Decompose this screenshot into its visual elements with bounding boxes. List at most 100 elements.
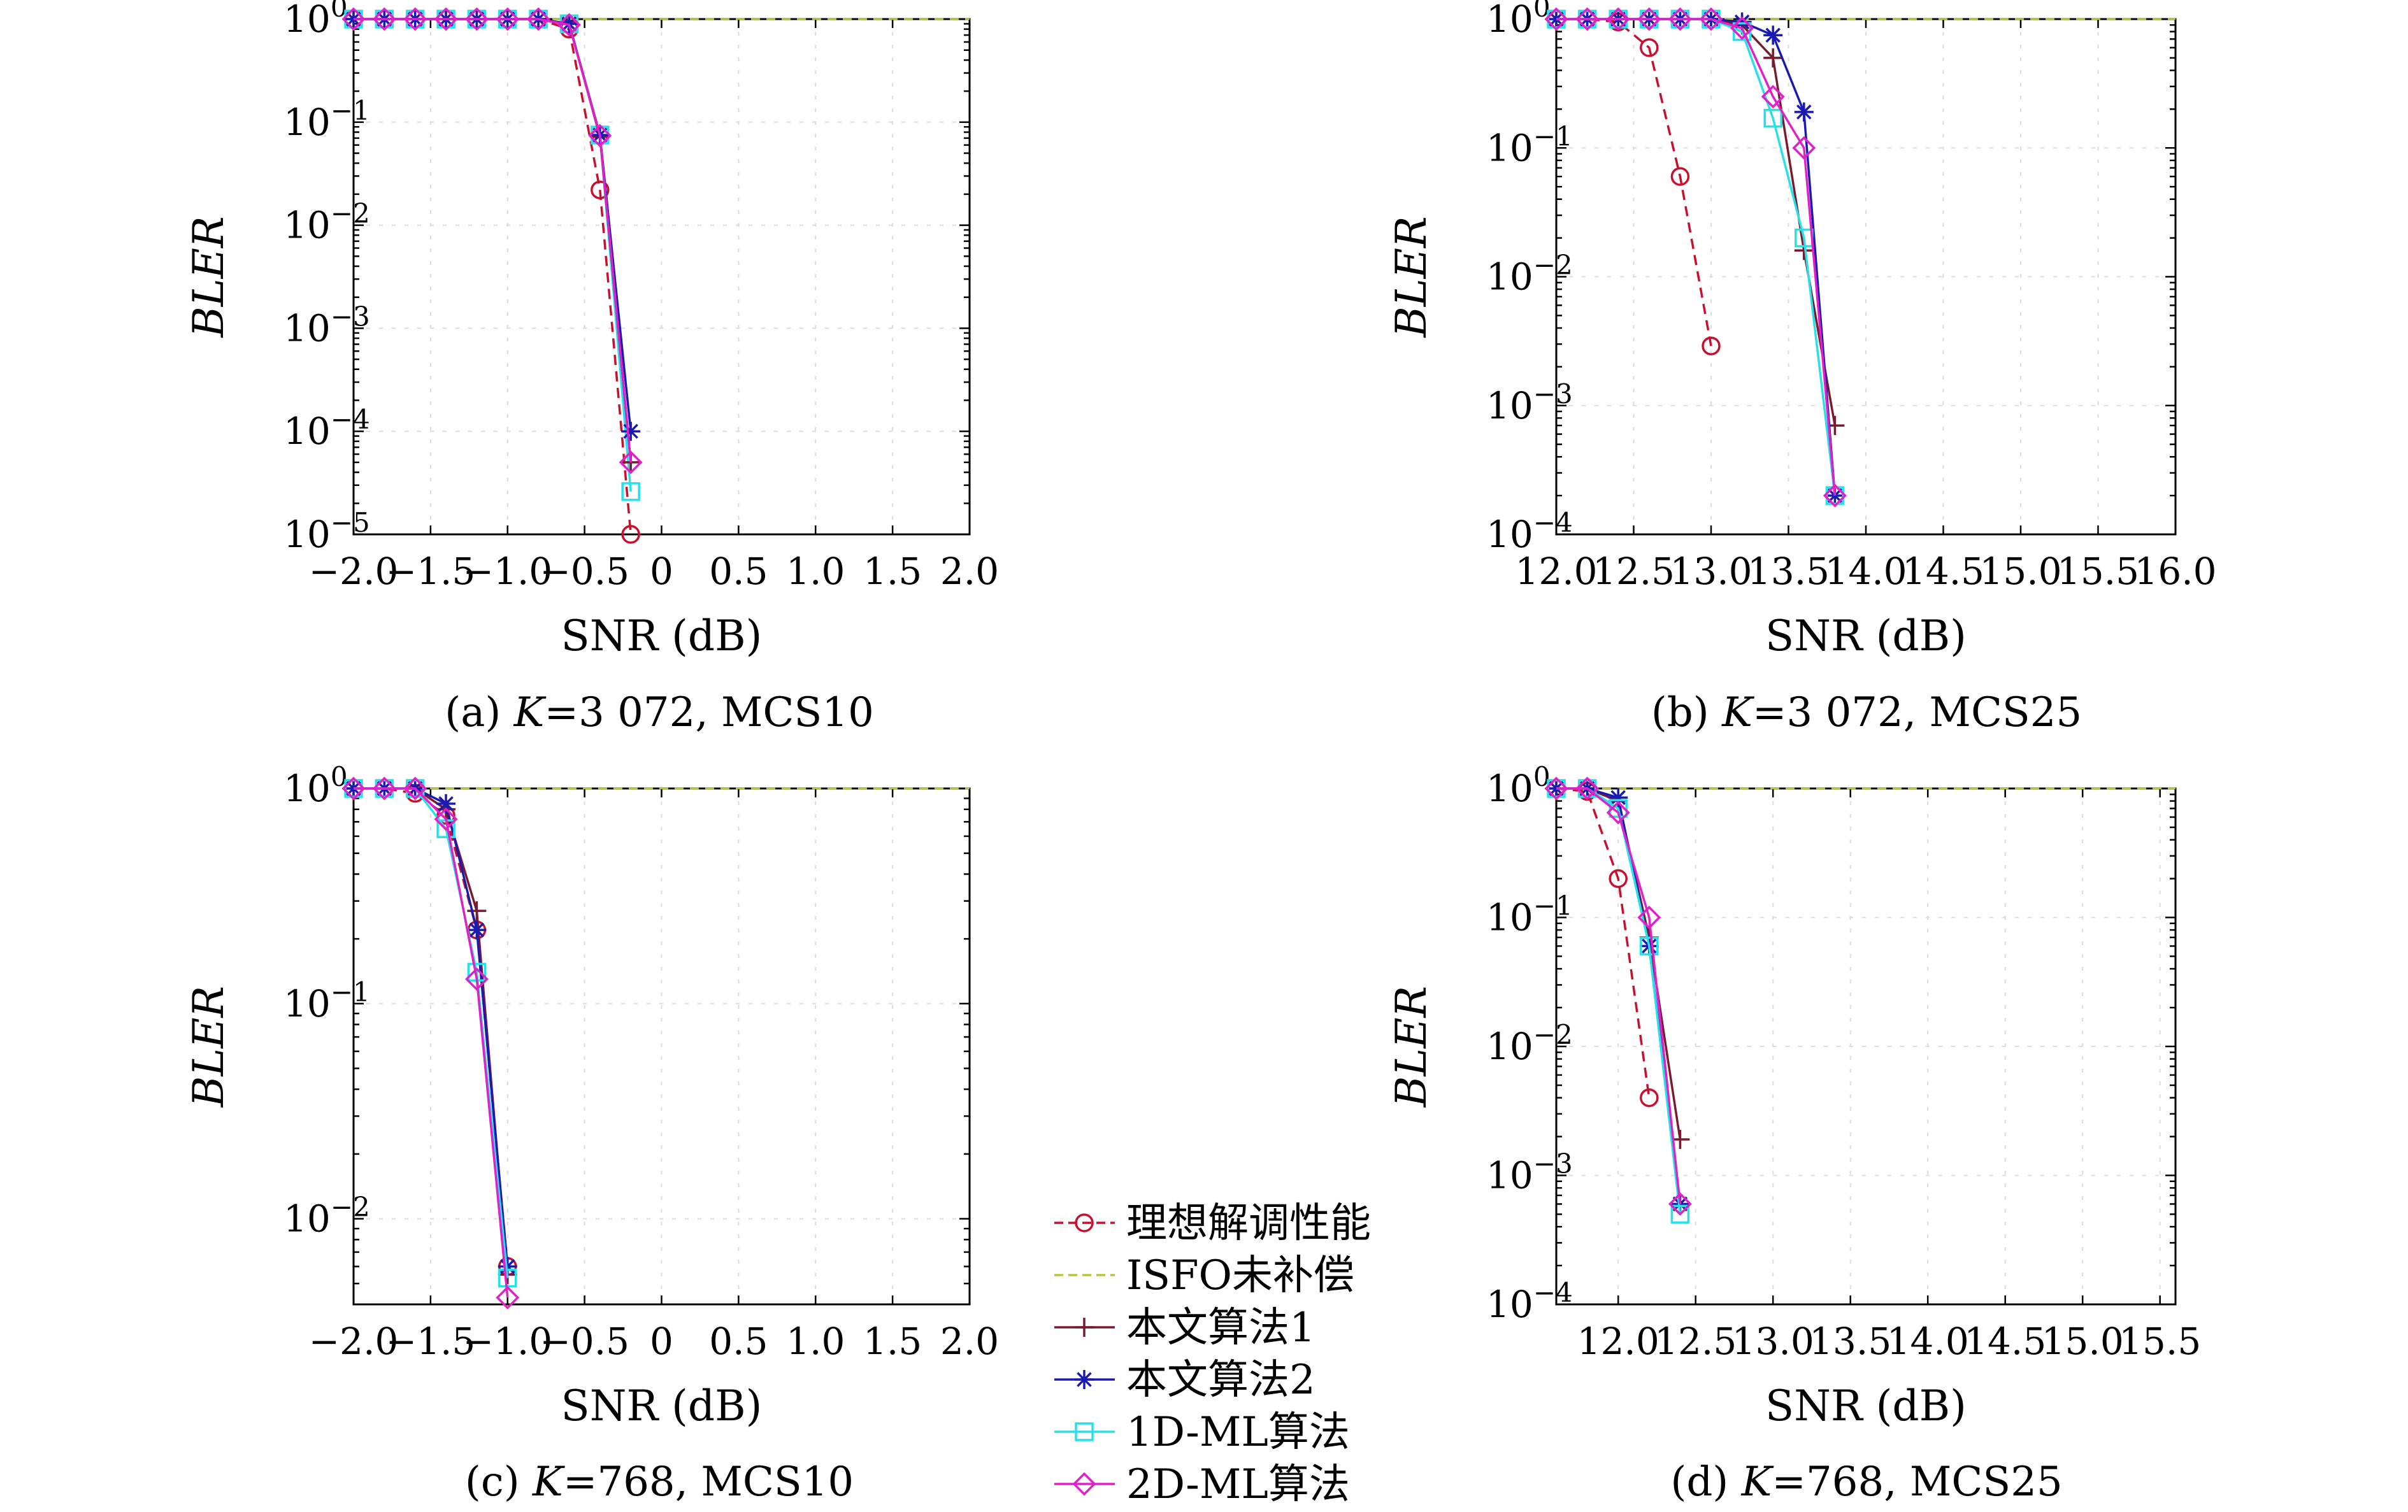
series-line-alg2	[1556, 787, 1682, 1204]
data-point-ml2d	[1575, 7, 1600, 31]
data-point-ideal	[1670, 167, 1690, 186]
x-tick-label: 15.0	[1979, 550, 2061, 593]
x-tick-label: 12.5	[1654, 1320, 1737, 1363]
x-tick-label: −1.0	[462, 1320, 552, 1363]
x-tick-label: −1.5	[385, 550, 475, 593]
legend-label: ISFO未补偿	[1126, 1252, 1354, 1299]
y-tick-label: 100	[283, 761, 348, 810]
y-tick-label: 10−1	[283, 976, 370, 1025]
y-tick-label: 10−2	[1486, 250, 1573, 299]
data-point-alg2	[1763, 25, 1783, 45]
y-tick-label: 10−1	[283, 95, 370, 144]
series-ideal	[344, 10, 640, 544]
data-point-ml2d	[1699, 7, 1723, 31]
y-tick-label: 10−3	[1486, 1148, 1573, 1197]
data-point-ml2d	[619, 450, 643, 474]
x-tick-label: 1.5	[863, 1320, 922, 1363]
data-point-alg2	[1609, 788, 1628, 808]
data-point-ml2d	[557, 13, 581, 37]
x-tick-label: 12.5	[1593, 550, 1675, 593]
data-point-alg2	[1794, 102, 1814, 122]
y-tick-label: 10−2	[283, 198, 370, 247]
x-tick-label: −0.5	[540, 1320, 629, 1363]
series-ml2d	[1544, 776, 1692, 1216]
x-axis-label: SNR (dB)	[1765, 611, 1967, 660]
legend-item-isfo: ISFO未补偿	[1054, 1252, 1354, 1299]
data-point-ml2d	[464, 967, 489, 991]
data-point-ml2d	[403, 776, 427, 801]
series-line-ml1d	[354, 18, 632, 492]
series-line-alg2	[354, 787, 509, 1267]
x-tick-label: 1.0	[786, 1320, 845, 1363]
x-tick-label: 2.0	[940, 550, 999, 593]
x-tick-label: 13.0	[1670, 550, 1752, 593]
x-tick-label: −0.5	[540, 550, 629, 593]
legend-label: 本文算法2	[1126, 1357, 1315, 1404]
data-point-ml2d	[341, 7, 366, 31]
x-tick-label: 0	[650, 550, 673, 593]
y-tick-label: 10−4	[1486, 507, 1573, 556]
x-tick-label: 15.0	[2042, 1320, 2124, 1363]
legend-marker	[1075, 1370, 1094, 1389]
x-tick-label: 1.0	[786, 550, 845, 593]
series-line-alg1	[354, 18, 632, 463]
y-axis-label: BLER	[184, 986, 233, 1108]
x-tick-label: 13.5	[1809, 1320, 1891, 1363]
legend-item-ml2d: 2D-ML算法	[1054, 1461, 1350, 1508]
data-point-ml2d	[1544, 776, 1568, 801]
caption-b: (b) K=3 072, MCS25	[1651, 689, 2082, 736]
legend-marker	[1075, 1422, 1094, 1441]
data-point-ml2d	[526, 7, 550, 31]
data-point-ideal	[1609, 869, 1628, 888]
y-tick-label: 10−3	[1486, 378, 1573, 427]
chart-panel-d: 12.012.513.013.514.014.515.015.5 100 10−1 1…	[1387, 761, 2201, 1506]
data-point-alg2	[436, 794, 456, 813]
data-point-ideal	[1640, 38, 1659, 57]
data-point-ml2d	[496, 7, 520, 31]
series-line-ml2d	[1556, 787, 1682, 1204]
x-tick-label: 16.0	[2134, 550, 2216, 593]
data-point-ml2d	[1730, 16, 1754, 40]
x-tick-label: 0.5	[709, 1320, 768, 1363]
x-tick-label: 13.5	[1747, 550, 1830, 593]
grid	[353, 18, 970, 535]
data-point-alg2	[1825, 486, 1845, 506]
series-line-ml2d	[354, 787, 509, 1298]
data-point-ml2d	[1606, 7, 1630, 31]
y-tick-label: 10−5	[283, 507, 370, 556]
data-point-ml2d	[1575, 776, 1600, 801]
x-tick-label: −2.0	[309, 550, 399, 593]
data-point-ideal	[1702, 336, 1721, 355]
legend-item-alg1: 本文算法1	[1054, 1304, 1315, 1352]
series-ml1d	[344, 10, 640, 501]
y-tick-label: 10−4	[1486, 1277, 1573, 1326]
data-point-ml2d	[372, 7, 396, 31]
series-ml2d	[341, 776, 520, 1309]
y-tick-label: 10−2	[283, 1192, 370, 1241]
x-tick-label: 0.5	[709, 550, 768, 593]
data-point-ml1d	[1670, 1204, 1690, 1224]
data-point-ml2d	[1637, 7, 1661, 31]
data-point-ml2d	[434, 807, 458, 831]
legend-item-ml1d: 1D-ML算法	[1054, 1409, 1350, 1456]
y-tick-label: 100	[1486, 761, 1551, 810]
data-point-ml1d	[1640, 936, 1659, 956]
data-point-alg2	[621, 422, 641, 441]
x-tick-label: 1.5	[863, 550, 922, 593]
x-tick-label: −2.0	[309, 1320, 399, 1363]
data-point-alg2	[498, 1257, 517, 1276]
data-point-ml2d	[1792, 136, 1816, 160]
series-line-ideal	[1556, 787, 1651, 1098]
x-tick-label: 12.0	[1577, 1320, 1659, 1363]
chart-panel-b: 12.012.513.013.514.014.515.015.516.0 100 1…	[1387, 0, 2217, 736]
data-point-ml1d	[1763, 108, 1782, 128]
caption-a: (a) K=3 072, MCS10	[445, 689, 874, 736]
y-tick-label: 10−3	[283, 301, 370, 350]
caption-c: (c) K=768, MCS10	[465, 1459, 854, 1506]
legend-label: 理想解调性能	[1126, 1200, 1371, 1247]
y-tick-label: 10−4	[283, 404, 370, 453]
data-point-ml2d	[496, 1285, 520, 1309]
data-point-ml2d	[341, 776, 366, 801]
y-axis-label: BLER	[1387, 986, 1436, 1108]
caption-d: (d) K=768, MCS25	[1670, 1459, 2062, 1506]
